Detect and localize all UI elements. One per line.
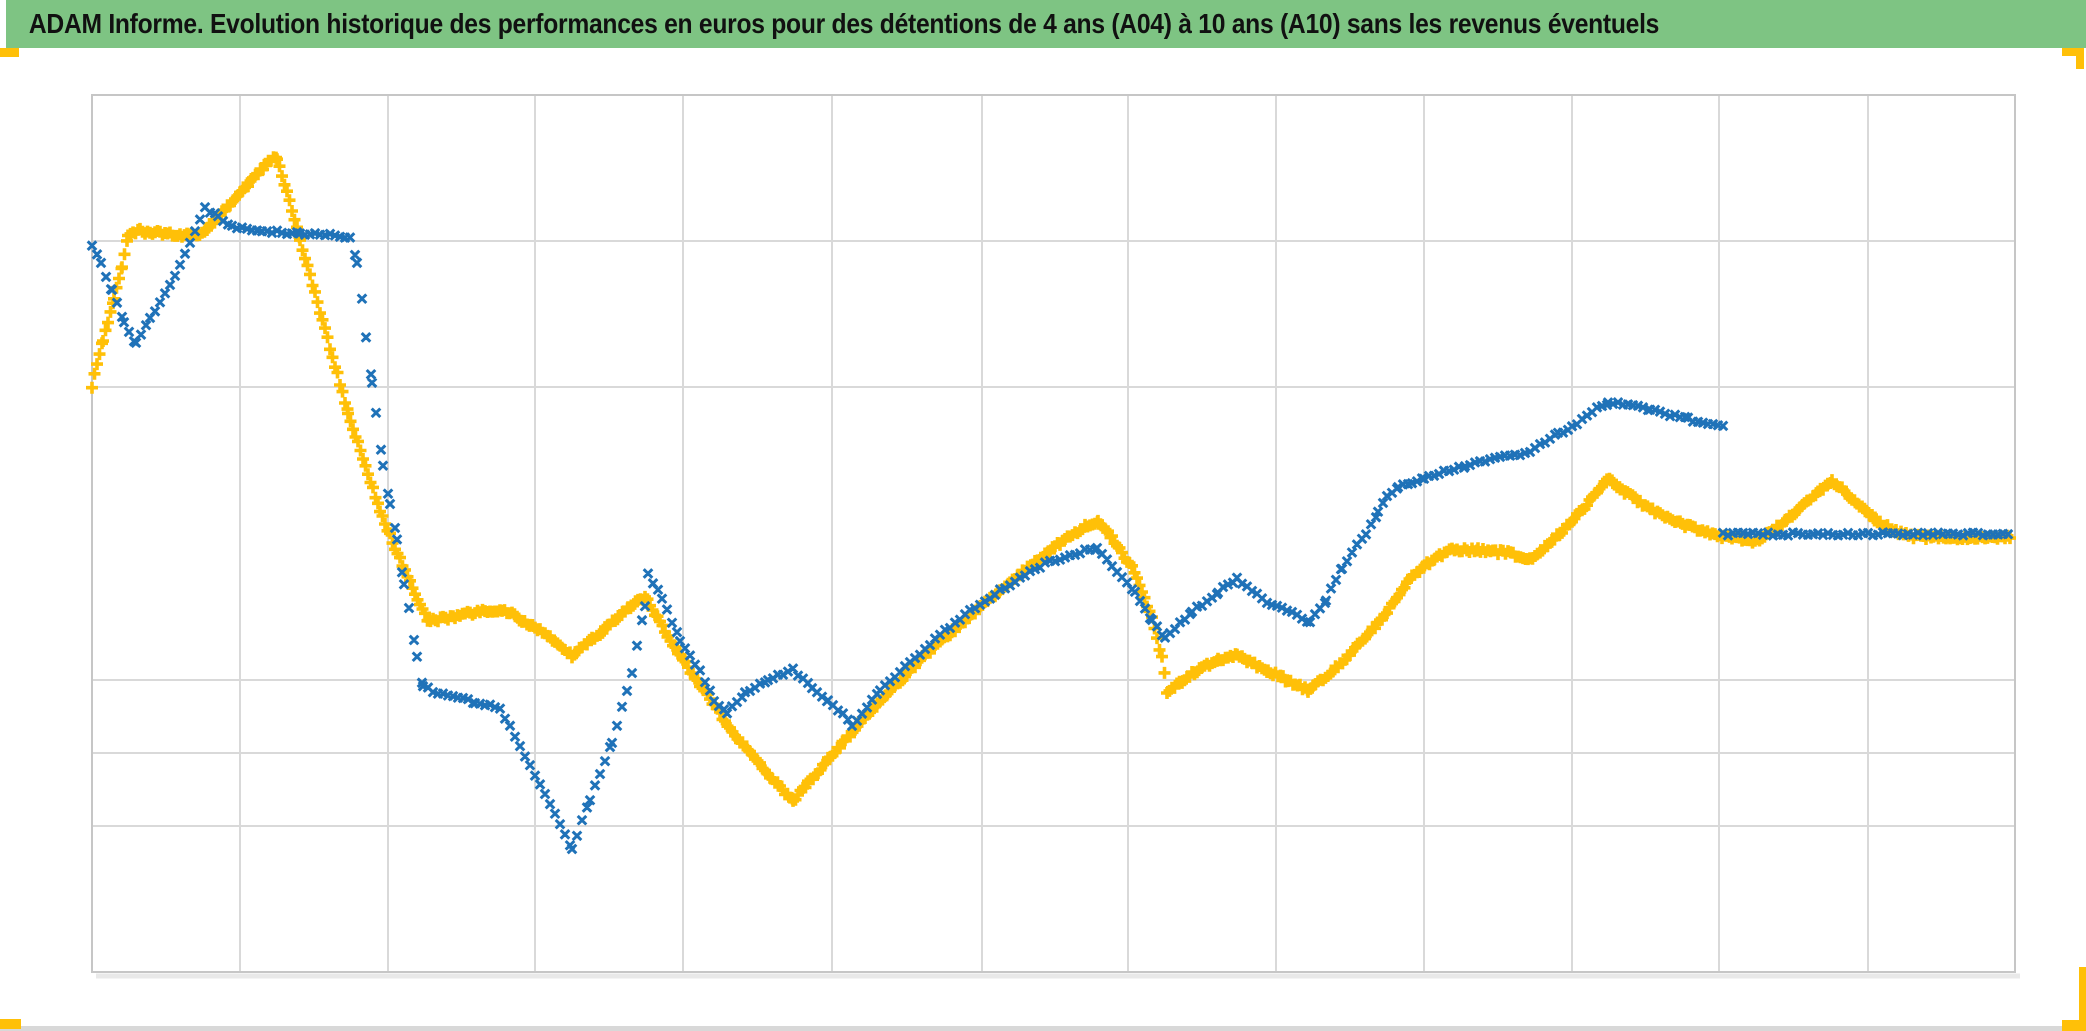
corner-accent-bottom-right-v xyxy=(2079,967,2086,1031)
bottom-strip xyxy=(0,1026,2086,1031)
series-blue xyxy=(86,201,2014,855)
page-title: ADAM Informe. Evolution historique des p… xyxy=(28,8,1660,39)
corner-accent-bottom-left xyxy=(0,1019,21,1029)
corner-accent-top-right-h xyxy=(2062,48,2084,56)
corner-accent-top-left xyxy=(0,48,19,57)
corner-accent-bottom-right-h xyxy=(2062,1020,2086,1031)
series-gold xyxy=(86,151,2016,807)
header-bar: ADAM Informe. Evolution historique des p… xyxy=(6,0,2086,48)
corner-accent-top-right-v xyxy=(2076,48,2084,69)
plot-border xyxy=(91,94,2016,973)
